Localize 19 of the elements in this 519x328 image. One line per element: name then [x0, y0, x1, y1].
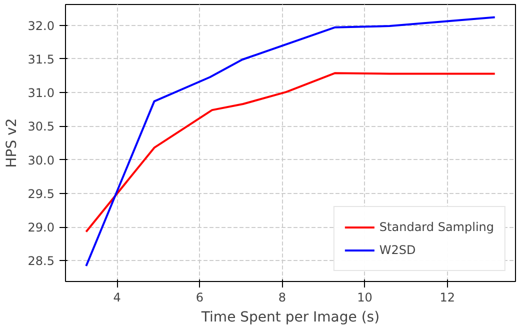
y-tick-label: 28.5	[28, 254, 54, 268]
y-tick-label: 29.0	[28, 220, 54, 235]
line-series	[85, 16, 496, 268]
y-axis-title: HPS v2	[4, 118, 20, 168]
line-series	[85, 72, 496, 233]
y-tick-label: 29.5	[28, 186, 54, 201]
x-tick-label: 10	[357, 290, 372, 304]
legend-label: Standard Sampling	[379, 220, 494, 234]
x-tick-label: 8	[278, 290, 286, 304]
y-tick-label: 30.5	[28, 120, 54, 134]
y-tick-label: 31.5	[28, 52, 54, 66]
x-tick-label: 6	[196, 290, 204, 304]
x-tick-label: 4	[113, 290, 121, 304]
y-tick-label: 31.0	[28, 86, 54, 100]
y-tick-label: 32.0	[28, 18, 54, 33]
x-tick-label: 12	[440, 290, 456, 304]
x-axis-title: Time Spent per Image (s)	[200, 310, 380, 326]
y-tick-label: 30.0	[28, 153, 54, 168]
legend-label: W2SD	[379, 243, 416, 257]
